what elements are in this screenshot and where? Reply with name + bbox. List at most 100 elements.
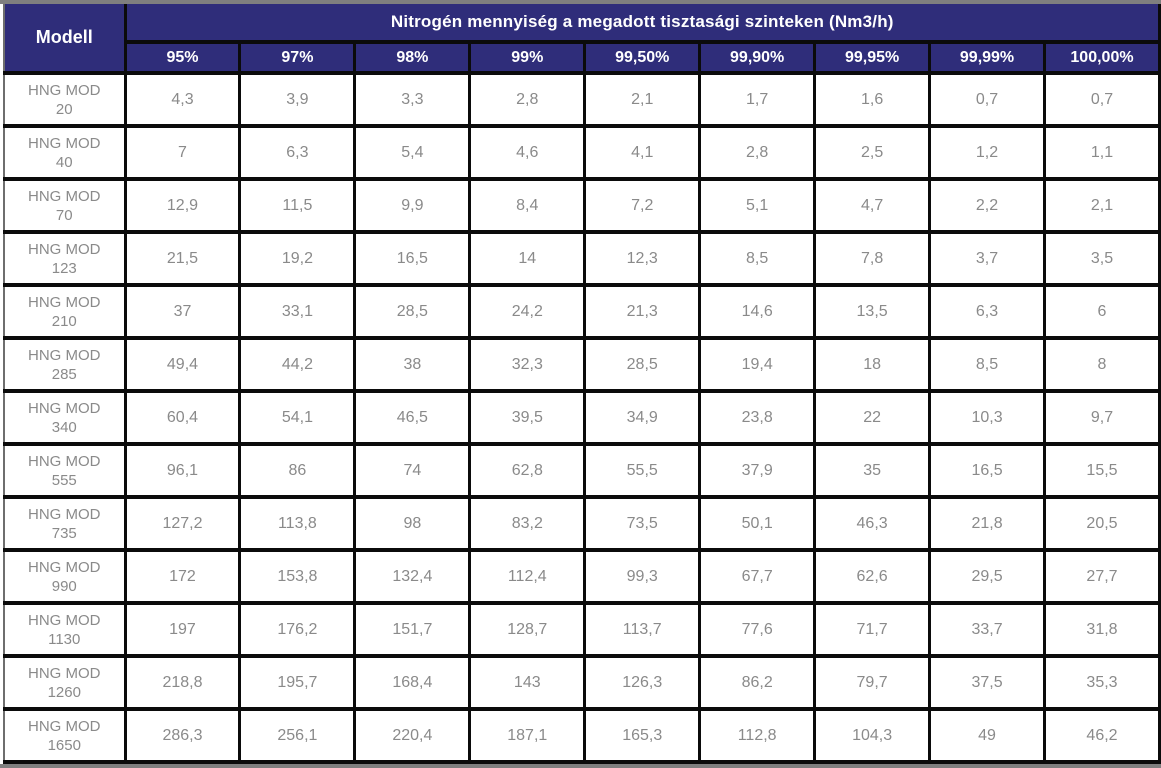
value-cell: 14 — [468, 230, 587, 287]
value-cell: 0,7 — [928, 71, 1046, 128]
value-cell: 256,1 — [238, 707, 357, 764]
value-cell: 44,2 — [238, 336, 357, 393]
value-cell: 39,5 — [468, 389, 587, 446]
value-cell: 37,5 — [928, 654, 1046, 711]
model-cell: HNG MOD 210 — [3, 283, 127, 340]
value-cell: 3,3 — [353, 71, 472, 128]
value-cell: 112,4 — [468, 548, 587, 605]
value-cell: 10,3 — [928, 389, 1046, 446]
value-cell: 168,4 — [353, 654, 472, 711]
model-cell: HNG MOD 285 — [3, 336, 127, 393]
value-cell: 1,1 — [1043, 124, 1161, 181]
value-cell: 4,7 — [813, 177, 932, 234]
value-cell: 127,2 — [123, 495, 242, 552]
purity-header-9995: 99,95% — [813, 40, 932, 75]
model-cell: HNG MOD 123 — [3, 230, 127, 287]
value-cell: 50,1 — [698, 495, 817, 552]
value-cell: 4,1 — [583, 124, 702, 181]
value-cell: 9,9 — [353, 177, 472, 234]
top-edge-strip — [0, 0, 1161, 4]
value-cell: 12,9 — [123, 177, 242, 234]
value-cell: 38 — [353, 336, 472, 393]
value-cell: 19,4 — [698, 336, 817, 393]
table-row-1650: HNG MOD 1650 286,3 256,1 220,4 187,1 165,3 112,… — [3, 707, 1161, 764]
value-cell: 1,2 — [928, 124, 1046, 181]
value-cell: 21,3 — [583, 283, 702, 340]
value-cell: 15,5 — [1043, 442, 1161, 499]
value-cell: 49 — [928, 707, 1046, 764]
table-row-340: HNG MOD 340 60,4 54,1 46,5 39,5 34,9 23,8 22 10,3… — [3, 389, 1161, 446]
value-cell: 23,8 — [698, 389, 817, 446]
value-cell: 62,6 — [813, 548, 932, 605]
value-cell: 11,5 — [238, 177, 357, 234]
group-header-row: Modell Nitrogén mennyiség a megadott tis… — [3, 4, 1161, 75]
value-cell: 104,3 — [813, 707, 932, 764]
value-cell: 35,3 — [1043, 654, 1161, 711]
value-cell: 8,4 — [468, 177, 587, 234]
value-cell: 46,5 — [353, 389, 472, 446]
purity-header-9999: 99,99% — [928, 40, 1046, 75]
value-cell: 96,1 — [123, 442, 242, 499]
value-cell: 7,8 — [813, 230, 932, 287]
model-cell: HNG MOD 20 — [3, 71, 127, 128]
value-cell: 112,8 — [698, 707, 817, 764]
value-cell: 86,2 — [698, 654, 817, 711]
table-row-210: HNG MOD 210 37 33,1 28,5 24,2 21,3 14,6 13,5 6,3 6 — [3, 283, 1161, 340]
value-cell: 195,7 — [238, 654, 357, 711]
purity-header-98: 98% — [353, 40, 472, 75]
value-cell: 99,3 — [583, 548, 702, 605]
model-cell: HNG MOD 1130 — [3, 601, 127, 658]
value-cell: 6,3 — [238, 124, 357, 181]
value-cell: 83,2 — [468, 495, 587, 552]
value-cell: 71,7 — [813, 601, 932, 658]
value-cell: 1,7 — [698, 71, 817, 128]
value-cell: 34,9 — [583, 389, 702, 446]
value-cell: 19,2 — [238, 230, 357, 287]
value-cell: 2,5 — [813, 124, 932, 181]
value-cell: 126,3 — [583, 654, 702, 711]
value-cell: 6 — [1043, 283, 1161, 340]
value-cell: 165,3 — [583, 707, 702, 764]
value-cell: 8,5 — [698, 230, 817, 287]
table-row-70: HNG MOD 70 12,9 11,5 9,9 8,4 7,2 5,1 4,7 2,2 2,1 — [3, 177, 1161, 234]
value-cell: 7 — [123, 124, 242, 181]
table-row-1130: HNG MOD 1130 197 176,2 151,7 128,7 113,7 77,6 71… — [3, 601, 1161, 658]
value-cell: 7,2 — [583, 177, 702, 234]
value-cell: 153,8 — [238, 548, 357, 605]
value-cell: 6,3 — [928, 283, 1046, 340]
value-cell: 197 — [123, 601, 242, 658]
value-cell: 8,5 — [928, 336, 1046, 393]
value-cell: 55,5 — [583, 442, 702, 499]
value-cell: 46,2 — [1043, 707, 1161, 764]
group-header: Nitrogén mennyiség a megadott tisztasági… — [123, 4, 1161, 44]
value-cell: 49,4 — [123, 336, 242, 393]
table-row-555: HNG MOD 555 96,1 86 74 62,8 55,5 37,9 35 16,5 15,5 — [3, 442, 1161, 499]
value-cell: 79,7 — [813, 654, 932, 711]
table-container: Modell Nitrogén mennyiség a megadott tis… — [0, 4, 1161, 764]
value-cell: 67,7 — [698, 548, 817, 605]
value-cell: 172 — [123, 548, 242, 605]
value-cell: 3,5 — [1043, 230, 1161, 287]
value-cell: 143 — [468, 654, 587, 711]
value-cell: 28,5 — [583, 336, 702, 393]
value-cell: 60,4 — [123, 389, 242, 446]
value-cell: 4,6 — [468, 124, 587, 181]
value-cell: 33,1 — [238, 283, 357, 340]
value-cell: 9,7 — [1043, 389, 1161, 446]
value-cell: 218,8 — [123, 654, 242, 711]
value-cell: 2,1 — [1043, 177, 1161, 234]
value-cell: 14,6 — [698, 283, 817, 340]
value-cell: 2,8 — [468, 71, 587, 128]
model-cell: HNG MOD 70 — [3, 177, 127, 234]
value-cell: 28,5 — [353, 283, 472, 340]
purity-header-9990: 99,90% — [698, 40, 817, 75]
value-cell: 37 — [123, 283, 242, 340]
table-row-990: HNG MOD 990 172 153,8 132,4 112,4 99,3 67,7 62,6… — [3, 548, 1161, 605]
table-row-123: HNG MOD 123 21,5 19,2 16,5 14 12,3 8,5 7,8 3,7 3,5 — [3, 230, 1161, 287]
value-cell: 22 — [813, 389, 932, 446]
value-cell: 18 — [813, 336, 932, 393]
value-cell: 21,8 — [928, 495, 1046, 552]
model-cell: HNG MOD 1260 — [3, 654, 127, 711]
value-cell: 8 — [1043, 336, 1161, 393]
nitrogen-capacity-table: Modell Nitrogén mennyiség a megadott tis… — [3, 4, 1161, 764]
